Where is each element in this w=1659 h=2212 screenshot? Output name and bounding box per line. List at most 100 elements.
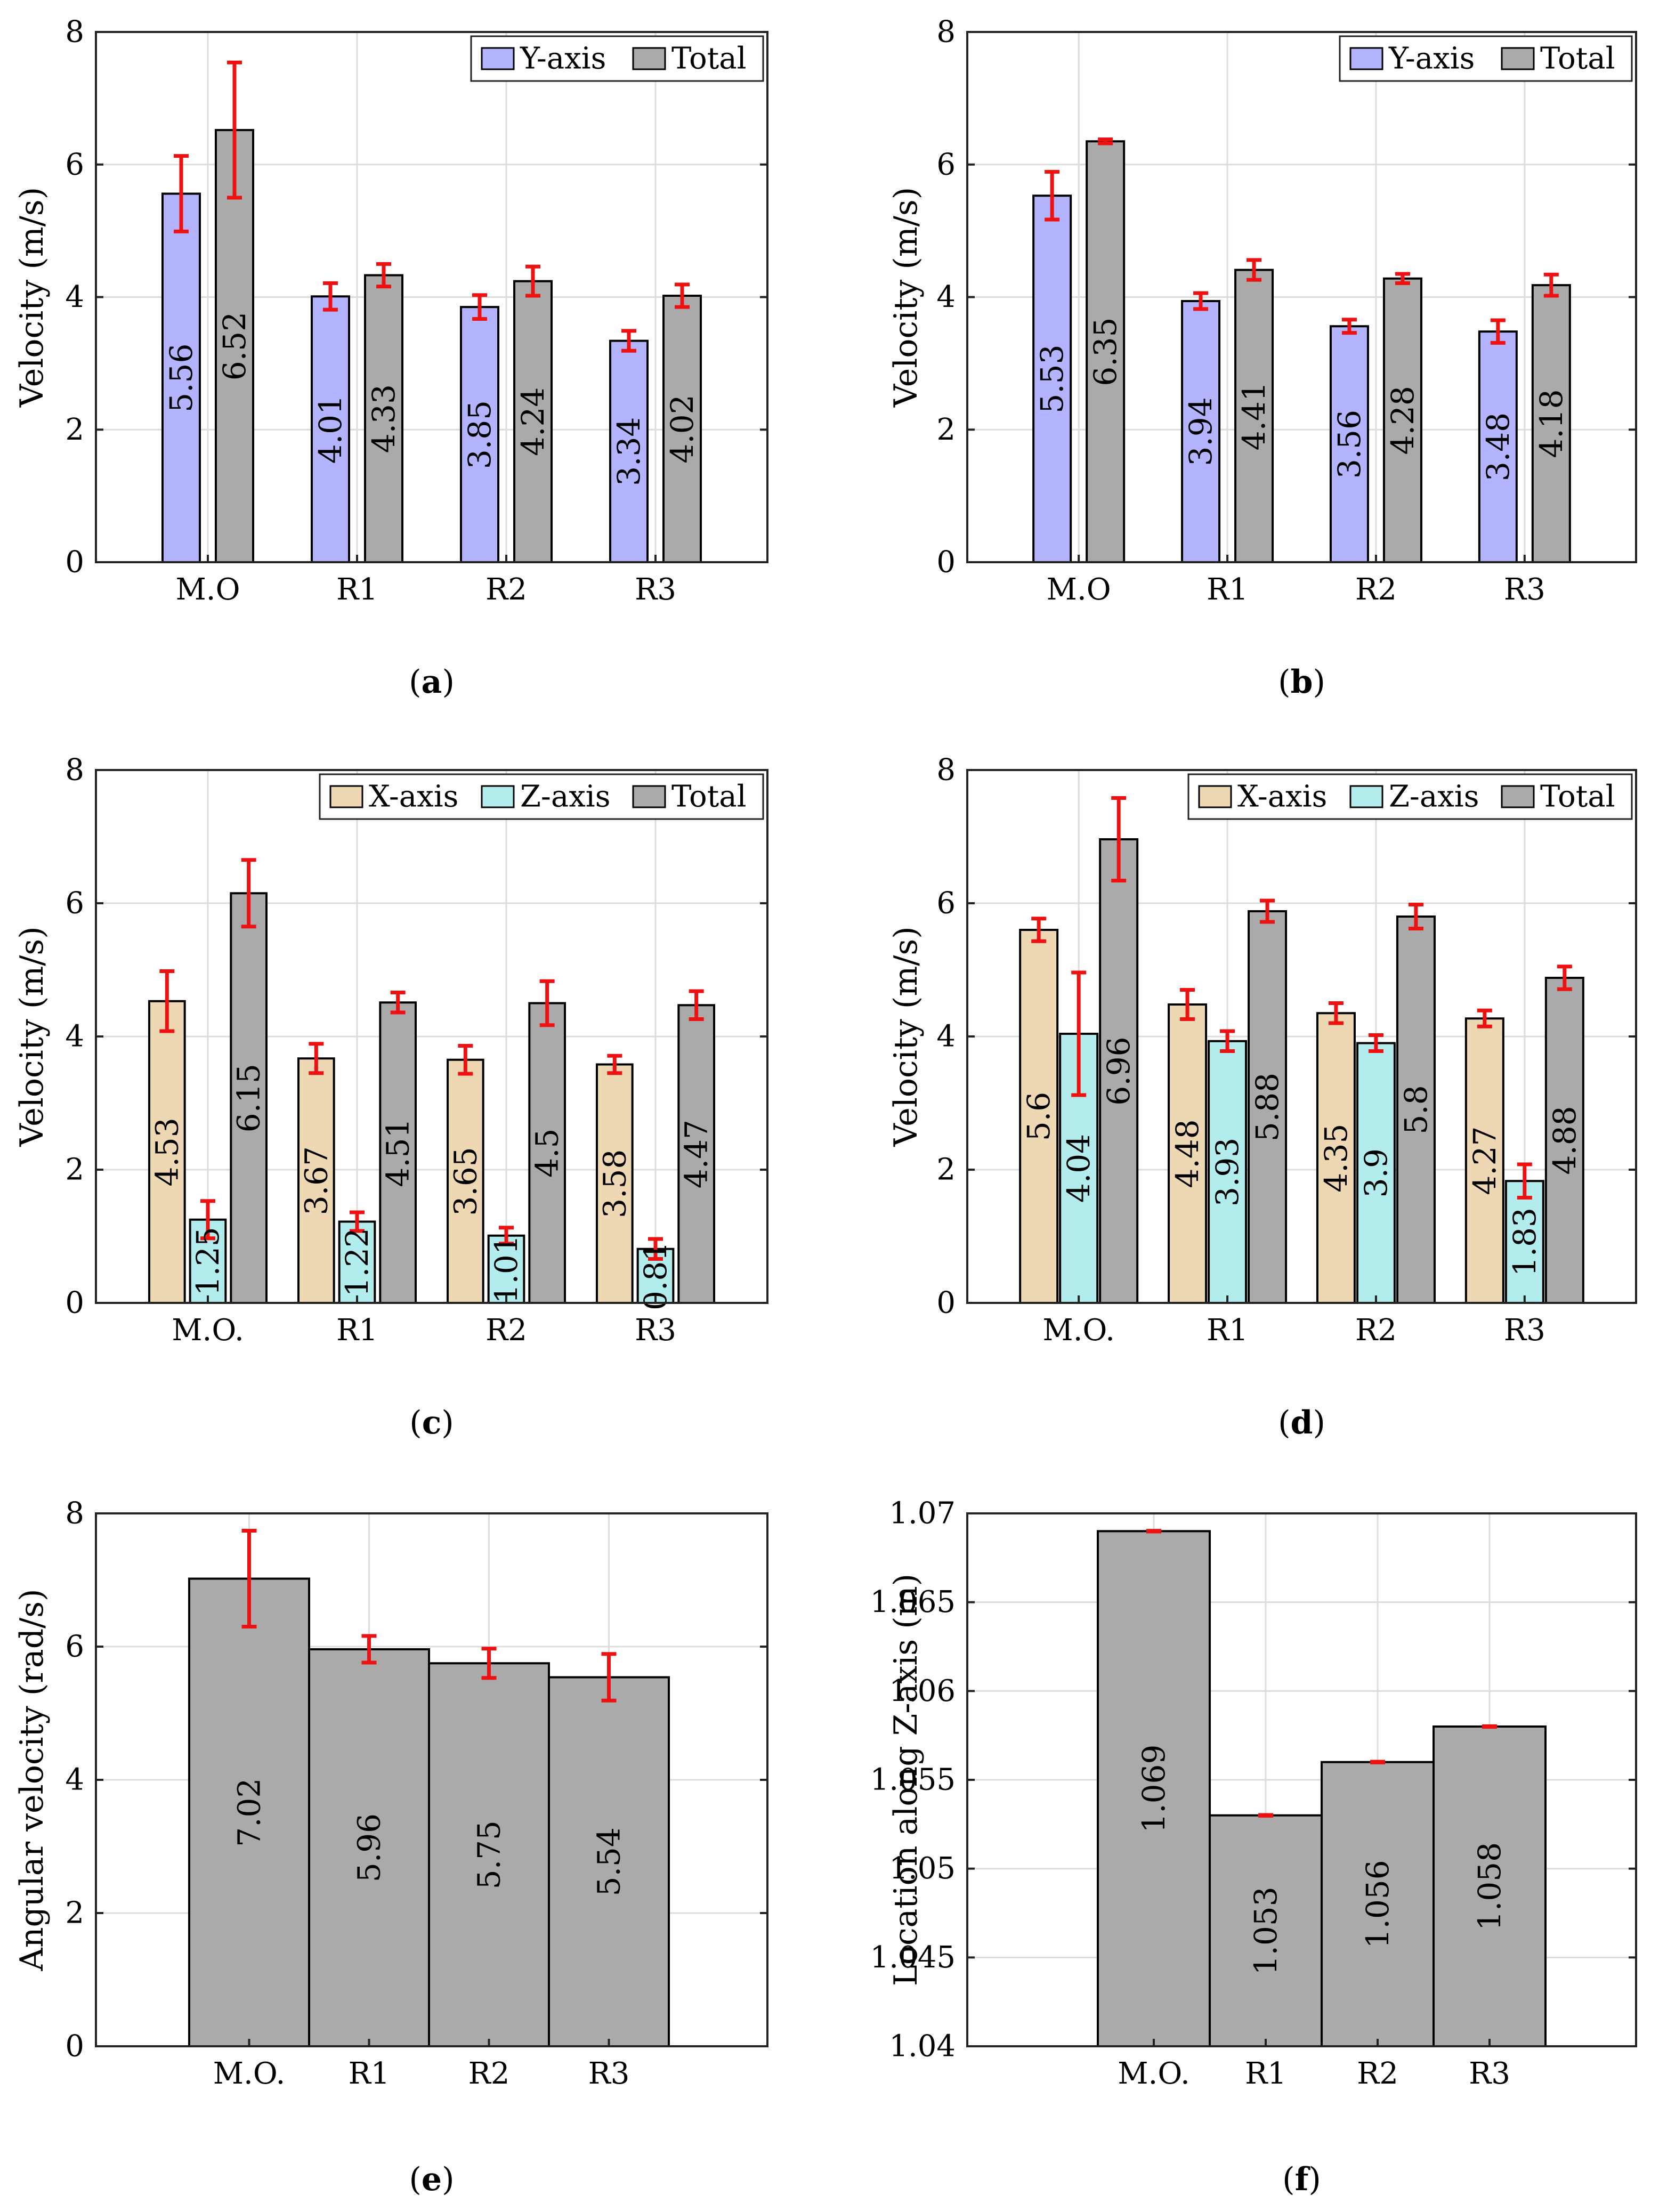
error-bar	[390, 991, 406, 1015]
legend-swatch-y-axis	[1349, 47, 1383, 70]
error-bar	[525, 264, 540, 298]
caption-paren-open: (	[1278, 663, 1290, 701]
caption-paren-open: (	[409, 2161, 421, 2198]
panel-a-y-axis: 0 2 4 6 8	[65, 15, 767, 580]
legend-label-total: Total	[671, 42, 747, 76]
data-label: 4.27	[1467, 1127, 1503, 1195]
legend-label-z-axis: Z-axis	[520, 780, 610, 814]
caption-letter: a	[422, 663, 442, 701]
panel-b-grid	[967, 32, 1636, 562]
y-tick-label: 4	[936, 280, 956, 314]
bar-angular-velocity-mo	[188, 1577, 310, 2047]
error-bar	[227, 60, 242, 200]
bar-angular-velocity-r3	[548, 1676, 670, 2047]
error-bar	[1368, 1033, 1383, 1053]
bar-location-r3	[1433, 1725, 1547, 2047]
data-label: 6.52	[216, 312, 253, 380]
x-tick-label: R1	[336, 1313, 378, 1348]
y-tick-label: 0	[65, 2029, 84, 2064]
data-label: 5.88	[1249, 1073, 1285, 1141]
legend-label-x-axis: X-axis	[1237, 780, 1327, 814]
panel-f-caption: (f)	[1282, 2161, 1321, 2198]
panel-c-y-axis: 0 2 4 6 8	[65, 753, 767, 1320]
panel-a: 5.56 4.01 3.85 3.34 6.52 4.33 4.24 4.02 0 2 4 6 8 M.O…	[13, 15, 768, 701]
data-label: 7.02	[231, 1778, 268, 1847]
caption-letter: b	[1291, 663, 1313, 701]
y-tick-label: 2	[936, 1153, 956, 1187]
error-bar	[1341, 318, 1357, 335]
y-tick-label: 8	[65, 753, 84, 788]
panel-d-value-labels: 5.6 4.48 4.35 4.27 4.04 3.93 3.9 1.83 6.96 5.88 5.…	[1021, 1036, 1583, 1276]
data-label: 1.22	[339, 1228, 375, 1297]
panel-a-error-bars	[174, 60, 690, 353]
panel-c-caption: (c)	[409, 1404, 454, 1441]
panel-b-y-axis-label: Velocity (m/s)	[887, 187, 925, 408]
caption-paren-open: (	[409, 1404, 422, 1441]
legend-label-total: Total	[1540, 780, 1615, 814]
error-bar	[499, 1226, 514, 1246]
y-tick-label: 2	[65, 1896, 84, 1931]
error-bar	[1098, 137, 1113, 145]
data-label: 5.54	[591, 1827, 627, 1896]
panel-c-bars	[148, 892, 716, 1304]
y-tick-label: 0	[936, 545, 956, 580]
y-tick-label: 4	[936, 1019, 956, 1054]
bar-y-axis-r2	[460, 306, 499, 563]
caption-paren-open: (	[1282, 2161, 1294, 2198]
panel-a-x-axis: M.O R1 R2 R3	[175, 555, 676, 607]
x-tick-label: M.O	[175, 572, 240, 607]
caption-paren-open: (	[409, 663, 421, 701]
legend-swatch-y-axis	[481, 47, 515, 70]
panel-c-value-labels: 4.53 3.67 3.65 3.581.25 1.22 1.01 0.816.154.51…	[149, 1064, 714, 1310]
panel-b-x-axis: M.O R1 R2 R3	[1047, 555, 1545, 607]
legend-swatch-z-axis	[481, 785, 515, 808]
legend-swatch-total	[1501, 47, 1535, 70]
error-bar	[200, 1199, 215, 1241]
data-label: 3.67	[298, 1146, 334, 1215]
data-label: 5.6	[1021, 1092, 1057, 1141]
legend-box	[1339, 35, 1633, 82]
error-bar	[601, 1652, 617, 1703]
data-label: 1.056	[1359, 1860, 1396, 1948]
y-tick-label: 1.04	[889, 2029, 956, 2064]
error-bar	[607, 1054, 622, 1075]
caption-paren-close: )	[442, 663, 454, 701]
data-label: 3.9	[1358, 1148, 1394, 1197]
y-tick-label: 1.05	[889, 1851, 956, 1886]
error-bar	[1220, 1029, 1235, 1053]
panel-f-value-labels: 1.069 1.053 1.056 1.058	[1136, 1745, 1508, 1975]
x-tick-label: R3	[635, 572, 676, 607]
data-label: 6.15	[231, 1064, 267, 1132]
error-bar	[648, 1237, 663, 1261]
data-label: 3.85	[462, 400, 498, 469]
panel-e-y-axis-label: Angular velocity (rad/s)	[13, 1589, 51, 1971]
x-tick-label: M.O.	[1118, 2056, 1190, 2091]
y-tick-label: 1.055	[870, 1763, 956, 1797]
x-tick-label: R2	[1355, 572, 1397, 607]
y-tick-label: 2	[936, 412, 956, 447]
data-label: 1.069	[1136, 1745, 1172, 1833]
caption-paren-close: )	[1308, 2161, 1321, 2198]
caption-paren-close: )	[1313, 663, 1325, 701]
bar-y-axis-r2	[1329, 325, 1369, 563]
panel-d: 5.64.48 4.35 4.274.04 3.93 3.91.836.965.88 5.…	[887, 753, 1637, 1441]
x-tick-label: R2	[485, 572, 527, 607]
error-bar	[376, 262, 391, 289]
y-tick-label: 8	[936, 753, 956, 788]
error-bar	[689, 989, 704, 1021]
panel-a-grid	[96, 32, 767, 562]
y-tick-label: 4	[65, 1763, 84, 1797]
caption-paren-open: (	[1278, 1404, 1290, 1441]
panel-f-x-axis: M.O. R1 R2 R3	[1118, 2039, 1510, 2091]
data-label: 5.53	[1034, 345, 1070, 414]
x-tick-label: R3	[635, 1313, 676, 1348]
error-bar	[1031, 917, 1047, 943]
panel-c-x-axis: M.O. R1 R2 R3	[172, 1295, 676, 1348]
x-tick-label: R2	[485, 1313, 527, 1348]
data-label: 4.04	[1061, 1134, 1097, 1203]
error-bar	[481, 1647, 497, 1680]
data-label: 1.01	[488, 1235, 524, 1303]
data-label: 4.02	[664, 394, 700, 463]
